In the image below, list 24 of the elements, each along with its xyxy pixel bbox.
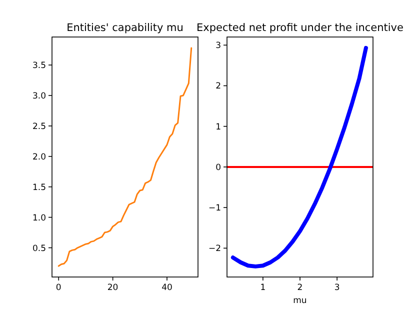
y-tick-label: 2.0 xyxy=(32,152,46,162)
x-tick-label: 40 xyxy=(162,283,172,293)
line-series xyxy=(230,46,368,268)
y-tick-label: 0.5 xyxy=(32,244,46,254)
x-tick-label: 1 xyxy=(260,283,266,293)
y-tick-label: 2 xyxy=(216,82,221,92)
x-tick-label: 20 xyxy=(107,283,118,293)
y-tick-label: 0 xyxy=(216,162,221,173)
y-tick-label: −2 xyxy=(208,244,221,254)
y-tick-label: 3.0 xyxy=(32,91,46,102)
chart-title: Expected net profit under the incentive xyxy=(196,22,404,34)
y-tick-label: 1 xyxy=(216,122,221,132)
y-tick-label: 2.5 xyxy=(32,122,46,132)
x-axis-title: mu xyxy=(293,296,307,306)
line-series xyxy=(58,47,192,267)
y-tick-label: 3 xyxy=(216,41,221,52)
y-tick-label: 1.5 xyxy=(32,182,46,193)
y-tick-label: 1.0 xyxy=(32,213,46,224)
x-tick-label: 2 xyxy=(297,283,303,293)
x-tick-label: 0 xyxy=(56,283,62,293)
y-tick-label: −1 xyxy=(208,204,221,214)
y-tick-label: 3.5 xyxy=(32,61,46,72)
x-tick-label: 3 xyxy=(334,283,340,293)
chart-title: Entities' capability mu xyxy=(66,22,184,34)
